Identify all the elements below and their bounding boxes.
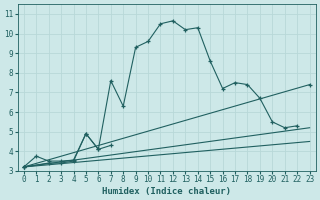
- X-axis label: Humidex (Indice chaleur): Humidex (Indice chaleur): [102, 187, 231, 196]
